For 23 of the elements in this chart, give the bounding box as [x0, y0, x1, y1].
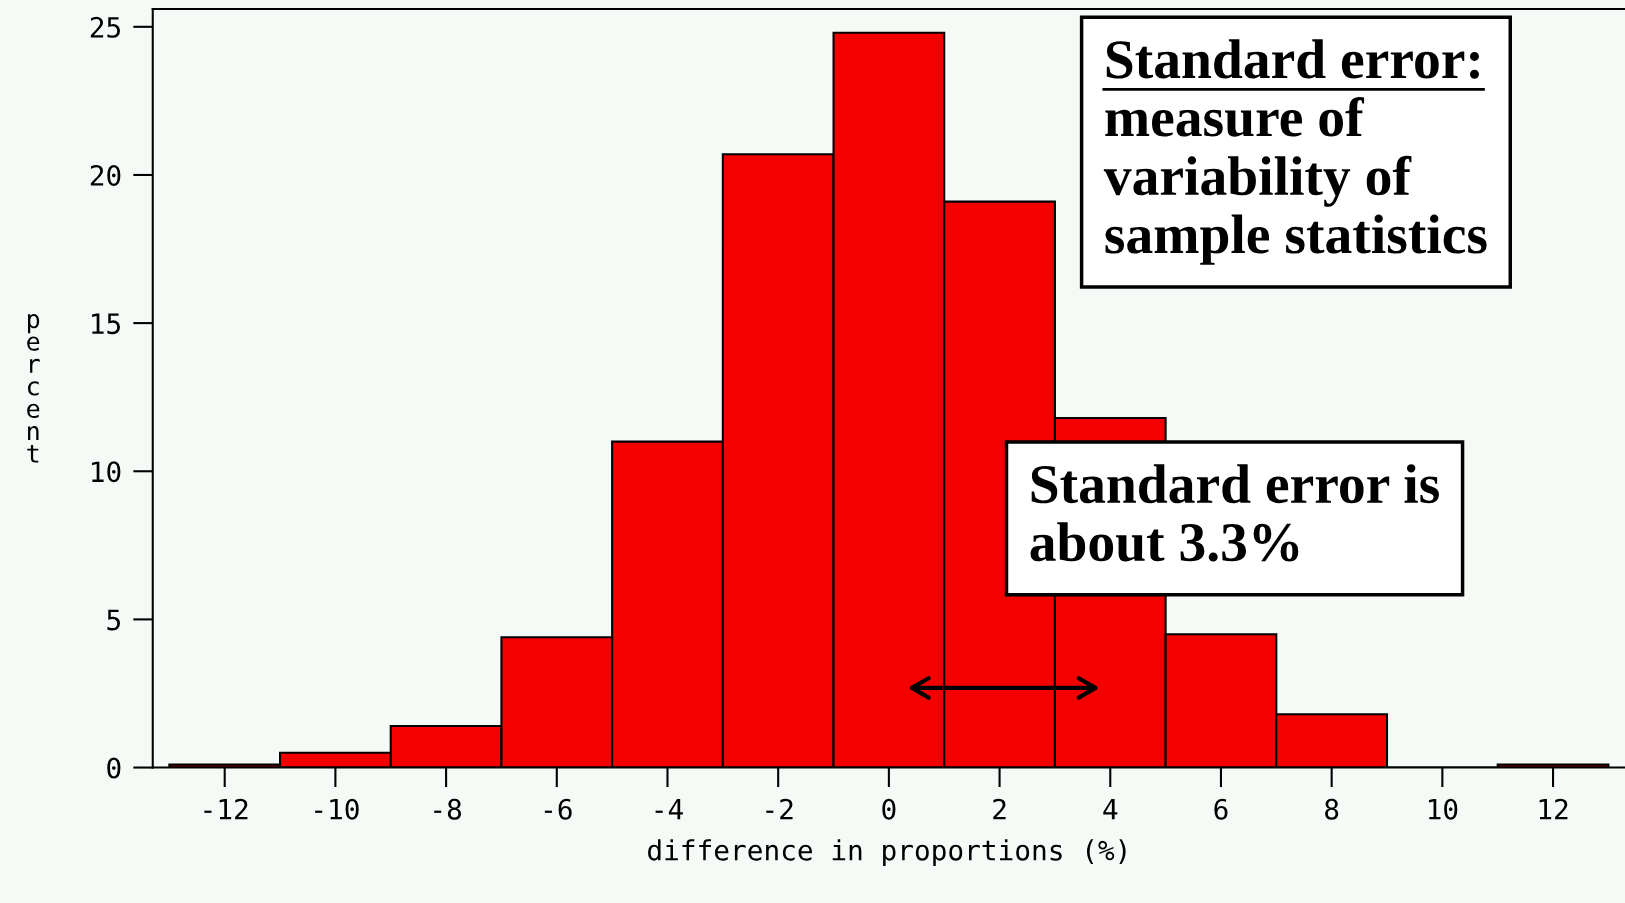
- x-tick-label: -12: [204, 798, 248, 820]
- x-tick-label: 6: [1214, 798, 1228, 820]
- x-tick-label: 2: [993, 798, 1006, 820]
- y-tick-label: 0: [107, 757, 121, 779]
- x-tick-label: -2: [766, 798, 793, 820]
- x-tick-label: 10: [1428, 798, 1458, 820]
- x-axis-title: difference in proportions (%): [648, 839, 1126, 867]
- annotation: Standard error is about 3.3%: [1030, 464, 1439, 562]
- y-tick-label: 25: [90, 16, 120, 38]
- x-tick-label: -4: [655, 799, 683, 820]
- y-tick-label: 20: [90, 164, 121, 186]
- x-tick-label: 4: [1103, 799, 1118, 820]
- y-axis-title: percent: [27, 314, 40, 463]
- x-tick-label: 12: [1539, 798, 1568, 820]
- annotation: Standard error: measure of variability of sample statistics: [1103, 39, 1487, 265]
- x-tick-label: -8: [434, 798, 462, 820]
- y-tick-label: 10: [92, 461, 121, 483]
- x-tick-label: 8: [1325, 798, 1339, 820]
- x-tick-label: 0: [882, 798, 896, 820]
- x-tick-label: -6: [544, 798, 572, 820]
- x-tick-label: -10: [315, 798, 359, 820]
- y-tick-label: 15: [92, 313, 120, 335]
- y-tick-label: 5: [107, 609, 120, 631]
